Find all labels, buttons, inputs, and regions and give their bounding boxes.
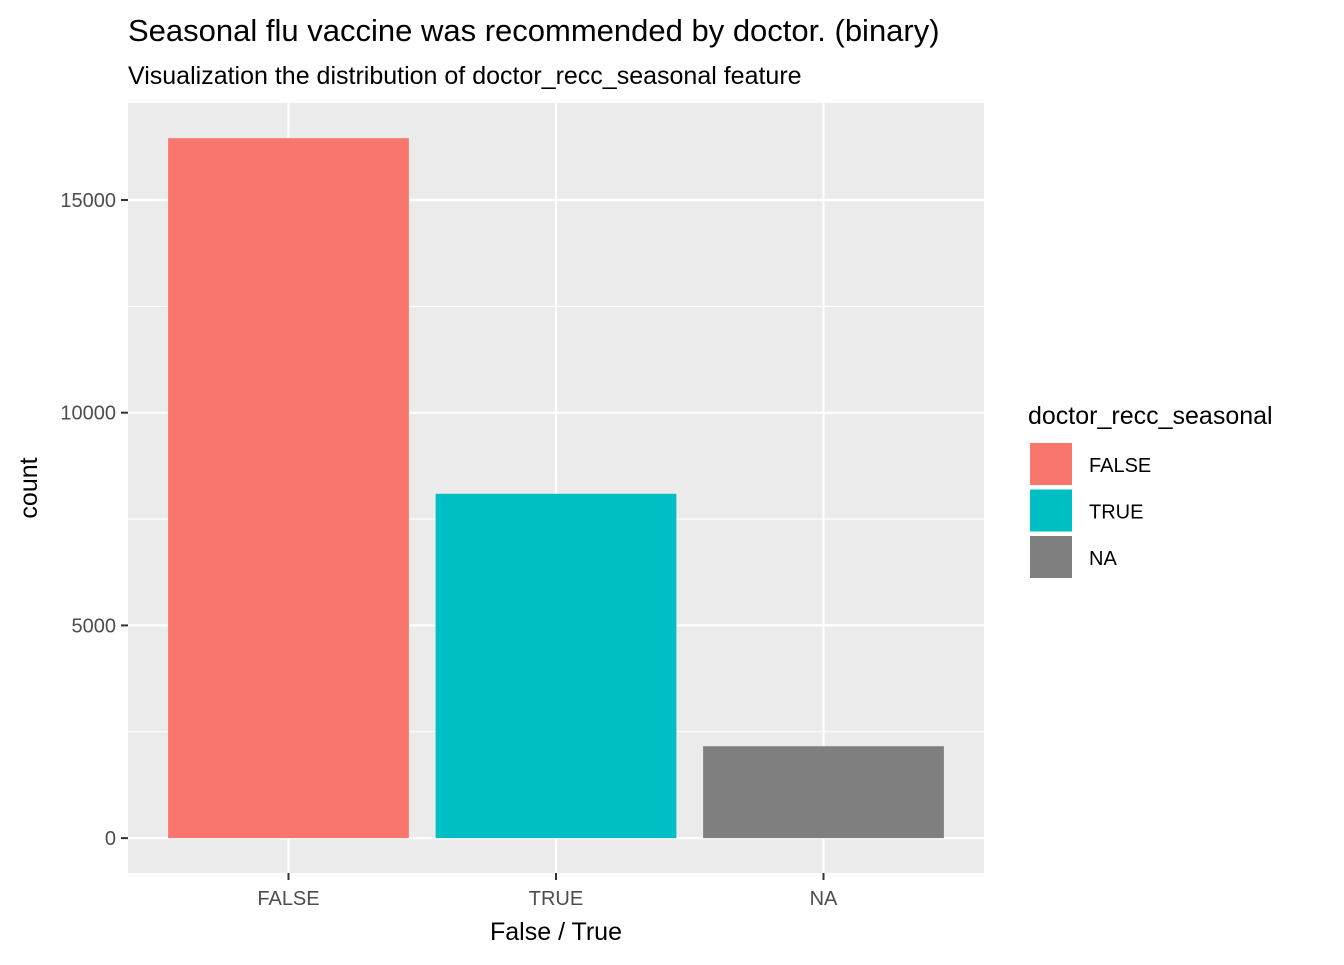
y-tick-label: 15000 bbox=[60, 190, 116, 212]
legend-title: doctor_recc_seasonal bbox=[1028, 402, 1273, 430]
y-axis: 0 5000 10000 15000 bbox=[60, 190, 128, 850]
x-tick-label: FALSE bbox=[257, 888, 319, 910]
bar-true bbox=[435, 493, 677, 839]
bar-na bbox=[703, 746, 944, 839]
x-tick-label: NA bbox=[810, 888, 838, 910]
x-axis: FALSE TRUE NA bbox=[257, 873, 838, 910]
legend-label: NA bbox=[1089, 548, 1117, 570]
legend-key-true bbox=[1028, 487, 1074, 534]
y-axis-title: count bbox=[15, 457, 43, 518]
chart-title: Seasonal flu vaccine was recommended by … bbox=[128, 13, 940, 48]
y-tick-label: 5000 bbox=[72, 615, 117, 637]
x-axis-title: False / True bbox=[490, 918, 622, 946]
bars bbox=[168, 138, 944, 839]
legend-key-na bbox=[1028, 534, 1074, 580]
y-tick-label: 0 bbox=[105, 828, 116, 850]
bar-false bbox=[168, 138, 409, 839]
legend: doctor_recc_seasonal FALSE TRUE NA bbox=[1028, 402, 1273, 580]
legend-key-false bbox=[1028, 441, 1074, 487]
legend-label: TRUE bbox=[1089, 502, 1143, 524]
legend-items: FALSE TRUE NA bbox=[1028, 441, 1151, 580]
legend-label: FALSE bbox=[1089, 455, 1151, 477]
y-tick-label: 10000 bbox=[60, 403, 116, 425]
x-tick-label: TRUE bbox=[529, 888, 583, 910]
chart-subtitle: Visualization the distribution of doctor… bbox=[128, 62, 802, 90]
